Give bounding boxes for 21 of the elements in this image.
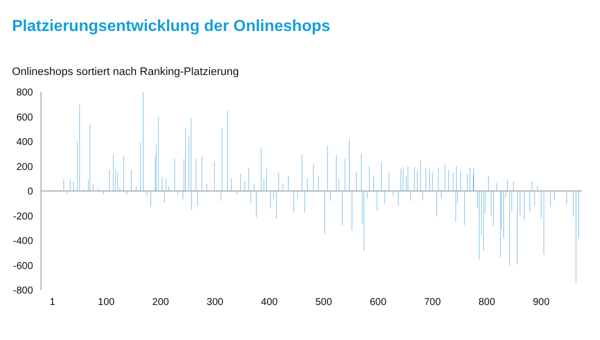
x-tick-label: 400 — [261, 297, 278, 308]
y-tick-label: -600 — [12, 260, 34, 272]
x-tick-label: 100 — [98, 297, 116, 308]
y-tick-label: -400 — [12, 236, 34, 248]
chart-subtitle: Onlineshops sortiert nach Ranking-Platzierung — [12, 66, 239, 78]
y-tick-label: 600 — [16, 112, 34, 124]
x-tick-label: 500 — [315, 297, 333, 308]
y-tick-label: 800 — [16, 88, 34, 99]
x-tick-label: 300 — [206, 297, 224, 308]
x-tick-label: 700 — [424, 297, 442, 308]
x-tick-label: 800 — [478, 297, 496, 308]
y-tick-label: 400 — [16, 137, 34, 148]
y-tick-label: 0 — [27, 186, 34, 198]
x-tick-label: 900 — [532, 297, 550, 308]
x-tick-label: 1 — [50, 297, 56, 308]
x-tick-label: 200 — [152, 297, 170, 308]
y-tick-label: -200 — [12, 211, 34, 222]
y-tick-label: -800 — [12, 286, 34, 297]
x-tick-label: 600 — [370, 297, 387, 308]
y-tick-label: 200 — [16, 162, 34, 173]
chart-title: Platzierungsentwicklung der Onlineshops — [12, 18, 330, 36]
